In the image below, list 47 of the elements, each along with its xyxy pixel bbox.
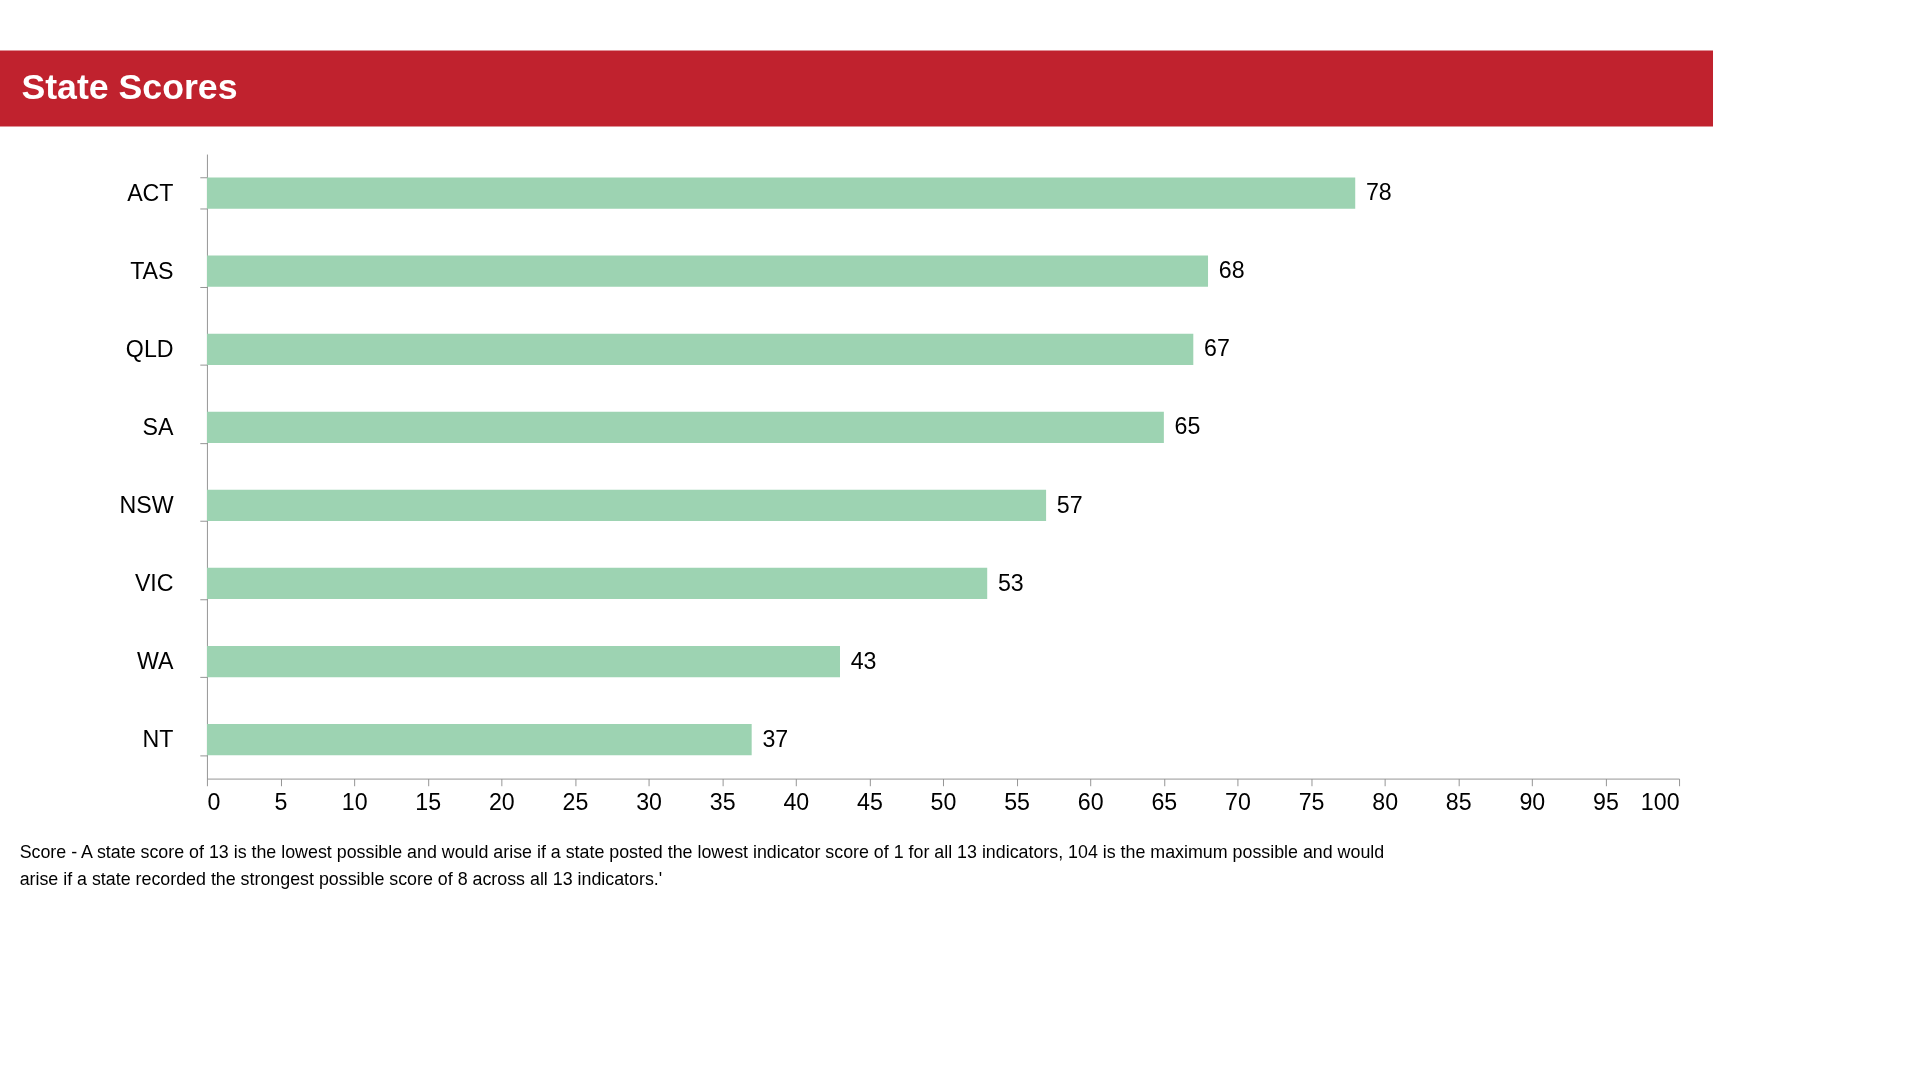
bar [206, 255, 1209, 287]
data-label: 37 [762, 725, 789, 752]
x-tick-label: 40 [783, 789, 810, 816]
y-tick-label: QLD [125, 335, 174, 362]
bar [206, 411, 1164, 443]
text: Score - A state score of 13 is the lowest possible and would arise if a state posted the lowest indicator score of 1 for all 13 indicators, 104 is the maximum possible and would arise if a state recorded the strongest possible score of 8 across all 13 indicators.' [19, 842, 1385, 889]
x-tick-label: 95 [1593, 789, 1619, 816]
x-tick-label: 0 [207, 789, 221, 816]
y-tick-label: TAS [130, 257, 174, 284]
data-label: 78 [1365, 179, 1392, 206]
x-tick-label: 85 [1445, 789, 1472, 816]
x-tick-label: 10 [341, 789, 368, 816]
data-label: 57 [1056, 491, 1083, 518]
x-tick-label: 80 [1372, 789, 1399, 816]
x-tick-label: 15 [415, 789, 442, 816]
bar [206, 645, 840, 678]
bar [206, 333, 1194, 365]
y-tick-label: VIC [134, 570, 174, 597]
bar [206, 177, 1356, 209]
x-tick-label: 5 [274, 789, 288, 816]
data-label: 68 [1218, 257, 1245, 284]
x-tick-label: 55 [1004, 789, 1030, 816]
y-tick-label: ACT [127, 179, 174, 206]
x-tick-label: 100 [1640, 789, 1680, 816]
bar [206, 489, 1047, 522]
y-tick-label: WA [137, 648, 175, 675]
data-label: 43 [850, 647, 877, 674]
x-tick-label: 70 [1225, 789, 1251, 816]
bar [206, 567, 988, 600]
x-tick-label: 60 [1077, 789, 1104, 816]
data-label: 67 [1204, 335, 1230, 362]
x-tick-label: 35 [709, 789, 736, 816]
x-tick-label: 65 [1151, 789, 1178, 816]
x-tick-label: 20 [488, 789, 515, 816]
data-label: 53 [997, 569, 1024, 596]
x-tick-label: 50 [930, 789, 957, 816]
x-tick-label: 45 [856, 789, 883, 816]
bar [206, 724, 752, 756]
y-tick-label: NSW [119, 491, 174, 518]
data-label: 65 [1174, 413, 1201, 440]
chart-title: State Scores [21, 66, 238, 107]
y-tick-label: SA [142, 413, 175, 440]
x-tick-label: 30 [636, 789, 662, 816]
x-tick-label: 75 [1298, 789, 1325, 816]
y-tick-label: NT [142, 726, 174, 753]
x-tick-label: 90 [1519, 789, 1546, 816]
x-tick-label: 25 [562, 789, 589, 816]
